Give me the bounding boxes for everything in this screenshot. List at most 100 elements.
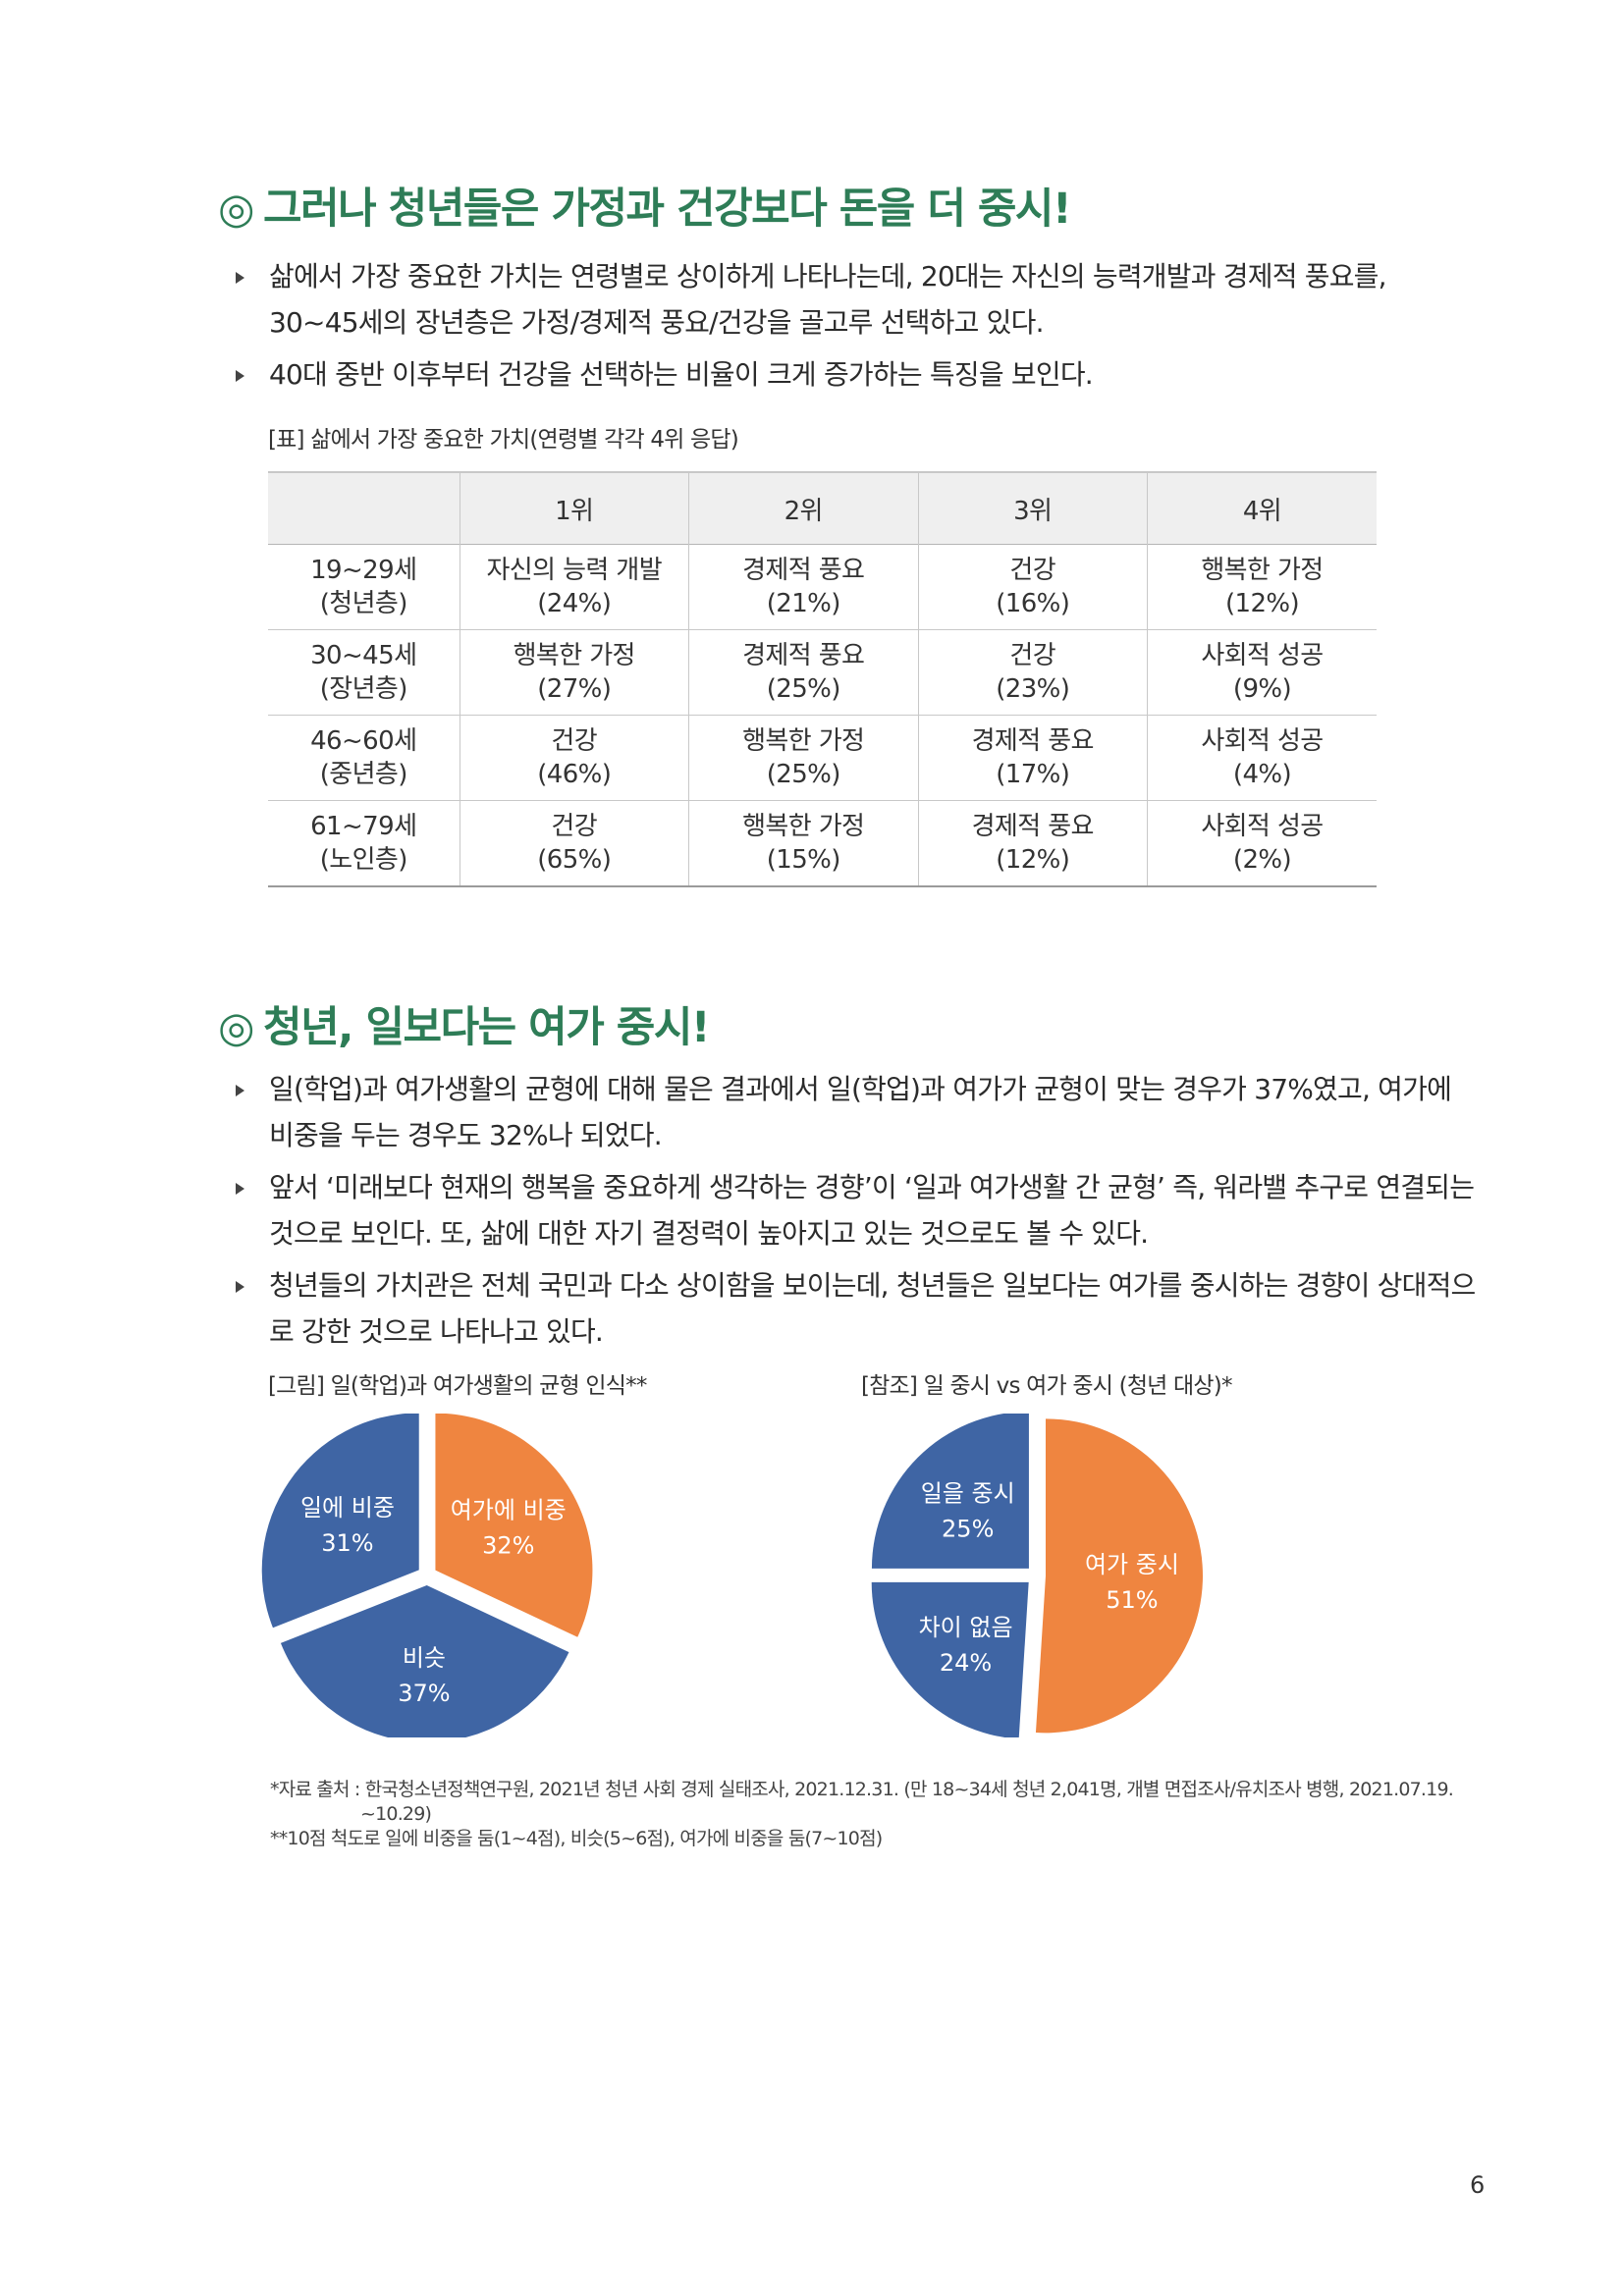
- bullet-item: 40대 중반 이후부터 건강을 선택하는 비율이 크게 증가하는 특징을 보인다…: [236, 351, 1483, 398]
- value-label: 경제적 풍요: [971, 812, 1095, 841]
- value-label: 건강: [1009, 556, 1056, 585]
- pie-chart-balance: 여가에 비중 32% 비슷 37% 일에 비중 31%: [250, 1413, 604, 1742]
- value-label: 건강: [1009, 641, 1056, 670]
- age-group: (청년층): [319, 589, 408, 618]
- value-percent: (16%): [996, 589, 1070, 618]
- table-cell: 사회적 성공 (2%): [1147, 800, 1377, 887]
- value-percent: (25%): [766, 760, 841, 789]
- value-label: 행복한 가정: [742, 812, 865, 841]
- bullet-text: 40대 중반 이후부터 건강을 선택하는 비율이 크게 증가하는 특징을 보인다…: [269, 358, 1094, 391]
- footnote-source: *자료 출처 : 한국청소년정책연구원, 2021년 청년 사회 경제 실태조사…: [270, 1779, 1454, 1800]
- value-label: 행복한 가정: [1201, 556, 1324, 585]
- value-label: 행복한 가정: [742, 726, 865, 756]
- table-row: 30~45세 (장년층) 행복한 가정 (27%) 경제적 풍요 (25%) 건강 (23%)…: [268, 629, 1377, 716]
- pie-chart-work-vs-leisure-svg: 여가 중시 51% 차이 없음 24% 일을 중시 25%: [871, 1411, 1203, 1739]
- value-percent: (15%): [766, 845, 841, 875]
- value-percent: (23%): [996, 674, 1070, 704]
- age-range: 61~79세: [310, 812, 417, 841]
- value-percent: (12%): [1224, 589, 1300, 618]
- value-percent: (21%): [766, 589, 841, 618]
- value-percent: (65%): [537, 845, 612, 875]
- pie2-caption: [참조] 일 중시 vs 여가 중시 (청년 대상)*: [861, 1373, 1232, 1399]
- value-percent: (2%): [1232, 845, 1292, 875]
- pie-slice: [435, 1413, 593, 1637]
- pie-slice-value: 51%: [1106, 1586, 1158, 1614]
- pie-slice-value: 32%: [482, 1531, 534, 1559]
- value-label: 경제적 풍요: [742, 556, 865, 585]
- bullet-text: 앞서 ‘미래보다 현재의 행복을 중요하게 생각하는 경향’이 ‘일과 여가생활…: [269, 1171, 1475, 1250]
- bullet-item: 청년들의 가치관은 전체 국민과 다소 상이함을 보이는데, 청년들은 일보다는…: [236, 1262, 1483, 1355]
- value-label: 사회적 성공: [1201, 726, 1324, 756]
- table-cell: 건강 (16%): [917, 544, 1148, 630]
- bullet-triangle-icon: [236, 1183, 244, 1195]
- pie-slice: [261, 1413, 419, 1629]
- pie-slice: [1035, 1418, 1203, 1734]
- page-number: 6: [1470, 2171, 1486, 2199]
- table-cell: 행복한 가정 (27%): [459, 629, 689, 716]
- table-body: 19~29세 (청년층) 자신의 능력 개발 (24%) 경제적 풍요 (21%) 건강 (1…: [268, 544, 1377, 887]
- bullet-item: 앞서 ‘미래보다 현재의 행복을 중요하게 생각하는 경향’이 ‘일과 여가생활…: [236, 1164, 1483, 1256]
- bullet-text: 청년들의 가치관은 전체 국민과 다소 상이함을 보이는데, 청년들은 일보다는…: [269, 1269, 1476, 1348]
- age-range: 19~29세: [310, 556, 417, 585]
- value-percent: (12%): [996, 845, 1070, 875]
- value-percent: (27%): [537, 674, 612, 704]
- age-range: 30~45세: [310, 641, 417, 670]
- pie-slice-value: 25%: [942, 1516, 994, 1543]
- table-header-rank4: 4위: [1147, 472, 1377, 545]
- section1-title-text: 그러나 청년들은 가정과 건강보다 돈을 더 중시!: [263, 185, 1072, 234]
- table-header-rank2: 2위: [688, 472, 918, 545]
- table-cell: 자신의 능력 개발 (24%): [459, 544, 689, 630]
- section2-title-text: 청년, 일보다는 여가 중시!: [263, 1003, 710, 1052]
- value-label: 자신의 능력 개발: [486, 556, 663, 585]
- table-cell: 건강 (23%): [917, 629, 1148, 716]
- section2-bullets: 일(학업)과 여가생활의 균형에 대해 물은 결과에서 일(학업)과 여가가 균…: [236, 1066, 1483, 1361]
- section2-title: ◎ 청년, 일보다는 여가 중시!: [218, 993, 710, 1054]
- value-percent: (4%): [1232, 760, 1292, 789]
- bullet-item: 일(학업)과 여가생활의 균형에 대해 물은 결과에서 일(학업)과 여가가 균…: [236, 1066, 1483, 1158]
- value-label: 사회적 성공: [1201, 641, 1324, 670]
- bullet-triangle-icon: [236, 370, 244, 382]
- pie-slice-label: 여가 중시: [1085, 1551, 1179, 1578]
- section1-title: ◎ 그러나 청년들은 가정과 건강보다 돈을 더 중시!: [218, 175, 1072, 236]
- value-percent: (9%): [1232, 674, 1292, 704]
- table-cell: 경제적 풍요 (25%): [688, 629, 918, 716]
- value-label: 건강: [551, 726, 598, 756]
- table-header-row: 1위 2위 3위 4위: [268, 472, 1377, 545]
- pie-slice: [871, 1411, 1029, 1569]
- age-group: (노인층): [319, 845, 408, 875]
- pie1-caption: [그림] 일(학업)과 여가생활의 균형 인식**: [268, 1373, 647, 1399]
- bullet-text: 일(학업)과 여가생활의 균형에 대해 물은 결과에서 일(학업)과 여가가 균…: [269, 1073, 1452, 1151]
- section1-title-mark: ◎: [218, 185, 255, 234]
- table-cell: 행복한 가정 (15%): [688, 800, 918, 887]
- table-header-rank3: 3위: [917, 472, 1148, 545]
- table-row-age: 19~29세 (청년층): [268, 544, 460, 630]
- pie-slice-label: 비슷: [403, 1644, 446, 1672]
- value-percent: (17%): [996, 760, 1070, 789]
- table-row: 46~60세 (중년층) 건강 (46%) 행복한 가정 (25%) 경제적 풍요 (17%)…: [268, 715, 1377, 801]
- value-percent: (24%): [537, 589, 612, 618]
- value-label: 행복한 가정: [513, 641, 636, 670]
- table-cell: 행복한 가정 (12%): [1147, 544, 1377, 630]
- footnote-scale: **10점 척도로 일에 비중을 둠(1~4점), 비슷(5~6점), 여가에 …: [270, 1828, 883, 1849]
- table-cell: 경제적 풍요 (12%): [917, 800, 1148, 887]
- table-cell: 경제적 풍요 (17%): [917, 715, 1148, 801]
- pie-slice-label: 일을 중시: [921, 1480, 1015, 1508]
- table-row-age: 46~60세 (중년층): [268, 715, 460, 801]
- value-label: 경제적 풍요: [971, 726, 1095, 756]
- pie-slice-label: 일에 비중: [300, 1494, 395, 1522]
- pie-slice-value: 24%: [940, 1649, 992, 1677]
- table-row: 19~29세 (청년층) 자신의 능력 개발 (24%) 경제적 풍요 (21%) 건강 (1…: [268, 544, 1377, 630]
- pie-slice-label: 여가에 비중: [451, 1496, 567, 1523]
- pie-slice-value: 37%: [398, 1680, 450, 1707]
- pie-slice: [280, 1584, 569, 1742]
- table-cell: 사회적 성공 (4%): [1147, 715, 1377, 801]
- age-group: (중년층): [319, 760, 408, 789]
- value-label: 건강: [551, 812, 598, 841]
- table-cell: 사회적 성공 (9%): [1147, 629, 1377, 716]
- bullet-triangle-icon: [236, 1281, 244, 1293]
- pie-slice: [871, 1581, 1029, 1739]
- section2-title-mark: ◎: [218, 1003, 255, 1052]
- table-row: 61~79세 (노인층) 건강 (65%) 행복한 가정 (15%) 경제적 풍요 (12%)…: [268, 800, 1377, 887]
- value-label: 사회적 성공: [1201, 812, 1324, 841]
- table-header-blank: [268, 472, 460, 545]
